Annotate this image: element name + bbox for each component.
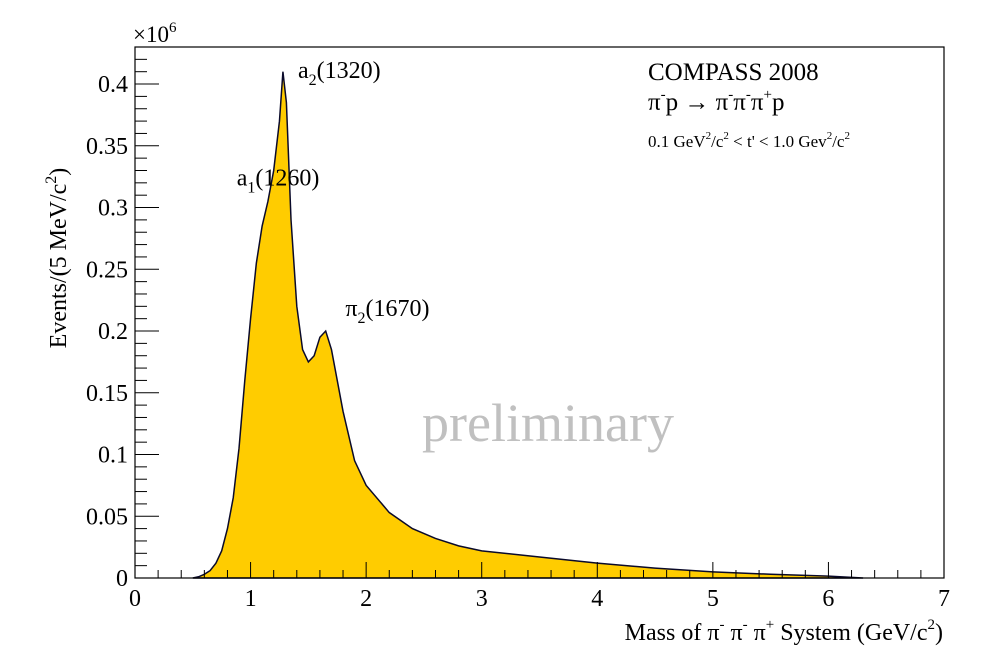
y-axis: 0 0.05 0.1 0.15 0.2 0.25 0.3 0.35 0.4	[86, 46, 159, 592]
distribution-area	[192, 71, 864, 579]
t-range-label: 0.1 GeV2/c2 < t' < 1.0 Gev2/c2	[648, 130, 850, 151]
y-axis-label: Events/(5 MeV/c2)	[43, 168, 72, 349]
y-tick-label: 0.3	[98, 196, 128, 222]
y-tick-label: 0.1	[98, 443, 128, 469]
y-multiplier: ×106	[133, 20, 177, 47]
preliminary-watermark: preliminary	[422, 393, 674, 453]
y-tick-label: 0	[116, 566, 128, 592]
experiment-label: COMPASS 2008	[648, 59, 819, 86]
y-tick-label: 0.2	[98, 319, 128, 345]
x-tick-label: 0	[129, 586, 141, 612]
x-tick-label: 2	[360, 586, 372, 612]
x-axis: 0 1 2 3 4 5 6 7	[129, 562, 950, 612]
reaction-label: π-p → π-π-π+p	[648, 87, 784, 116]
y-tick-label: 0.05	[86, 504, 128, 530]
x-tick-label: 1	[245, 586, 257, 612]
x-tick-label: 5	[707, 586, 719, 612]
x-tick-label: 4	[591, 586, 603, 612]
y-tick-label: 0.25	[86, 257, 128, 283]
x-tick-label: 7	[938, 586, 950, 612]
plot-frame	[134, 46, 945, 579]
y-tick-label: 0.15	[86, 381, 128, 407]
annotation-a2-1320: a2(1320)	[298, 58, 381, 89]
y-tick-label: 0.4	[98, 72, 128, 98]
x-axis-label: Mass of π- π- π+ System (GeV/c2)	[625, 617, 943, 646]
y-tick-label: 0.35	[86, 134, 128, 160]
annotation-pi2-1670: π2(1670)	[345, 296, 429, 327]
x-tick-label: 3	[476, 586, 488, 612]
x-tick-label: 6	[822, 586, 834, 612]
annotation-a1-1260: a1(1260)	[237, 165, 320, 196]
